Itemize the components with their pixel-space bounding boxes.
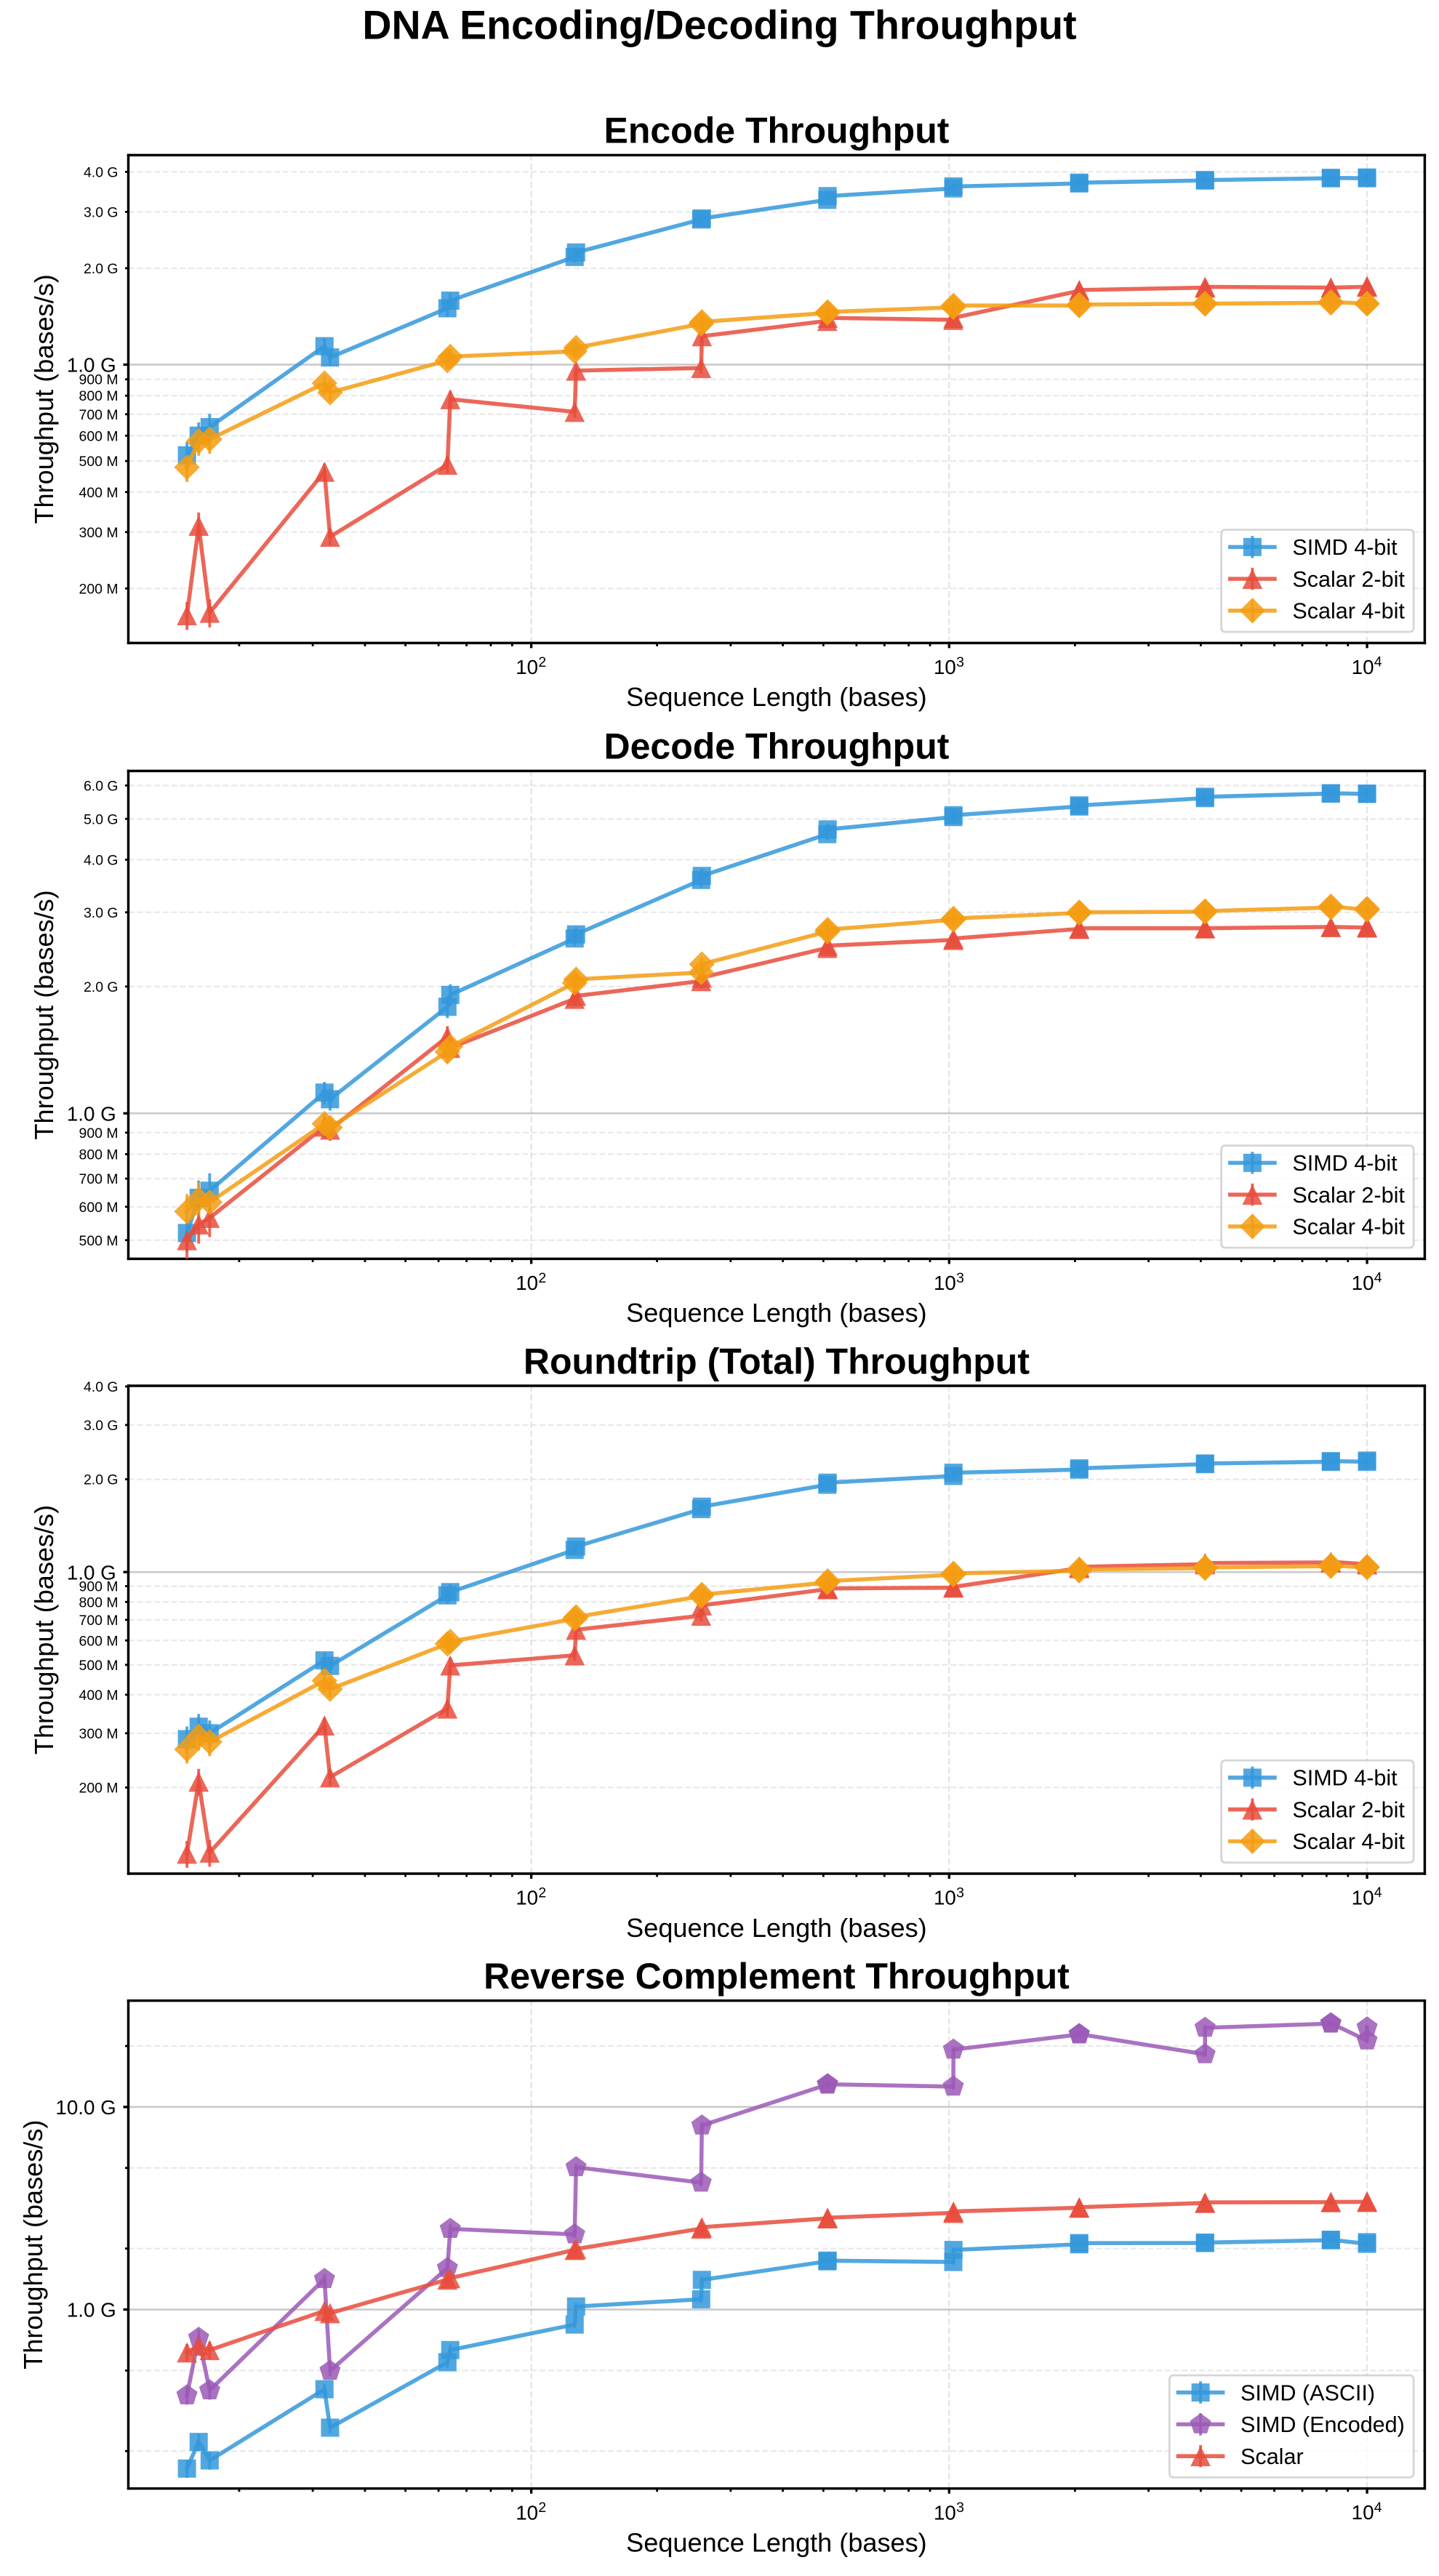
svg-text:1.0 G: 1.0 G — [67, 354, 116, 377]
svg-text:700 M: 700 M — [79, 1171, 119, 1187]
svg-text:800 M: 800 M — [79, 1147, 119, 1163]
svg-text:Sequence Length (bases): Sequence Length (bases) — [626, 2528, 927, 2558]
svg-text:Throughput (bases/s): Throughput (bases/s) — [18, 2120, 48, 2370]
svg-text:Scalar 2-bit: Scalar 2-bit — [1292, 567, 1405, 592]
svg-text:Sequence Length (bases): Sequence Length (bases) — [626, 1913, 927, 1943]
svg-text:Encode Throughput: Encode Throughput — [604, 111, 949, 151]
svg-text:200 M: 200 M — [79, 581, 119, 597]
svg-text:4.0 G: 4.0 G — [84, 164, 119, 180]
svg-text:4.0 G: 4.0 G — [84, 852, 119, 868]
svg-text:500 M: 500 M — [79, 1233, 119, 1249]
svg-text:Scalar 4-bit: Scalar 4-bit — [1292, 1215, 1405, 1240]
svg-text:1 0 4: 1 0 4 — [1352, 1261, 1383, 1297]
svg-text:Roundtrip (Total) Throughput: Roundtrip (Total) Throughput — [524, 1341, 1030, 1381]
svg-text:1 0 3: 1 0 3 — [934, 2491, 965, 2527]
svg-text:800 M: 800 M — [79, 388, 119, 404]
svg-text:300 M: 300 M — [79, 525, 119, 541]
svg-text:Throughput (bases/s): Throughput (bases/s) — [29, 890, 59, 1139]
svg-text:Decode Throughput: Decode Throughput — [604, 726, 949, 767]
svg-text:SIMD (Encoded): SIMD (Encoded) — [1240, 2412, 1405, 2437]
svg-text:600 M: 600 M — [79, 1200, 119, 1216]
svg-text:1 0 2: 1 0 2 — [516, 1877, 547, 1912]
svg-text:DNA Encoding/Decoding Throughp: DNA Encoding/Decoding Throughput — [362, 2, 1076, 47]
svg-text:200 M: 200 M — [79, 1781, 119, 1797]
svg-text:Scalar 4-bit: Scalar 4-bit — [1292, 599, 1405, 624]
svg-text:1.0 G: 1.0 G — [67, 1561, 116, 1584]
svg-text:600 M: 600 M — [79, 1633, 119, 1649]
svg-text:1 0 2: 1 0 2 — [516, 2491, 547, 2527]
svg-text:1 0 3: 1 0 3 — [934, 1261, 965, 1297]
svg-text:SIMD (ASCII): SIMD (ASCII) — [1240, 2380, 1375, 2405]
svg-text:2.0 G: 2.0 G — [84, 261, 119, 277]
svg-text:SIMD 4-bit: SIMD 4-bit — [1292, 1766, 1398, 1791]
svg-text:3.0 G: 3.0 G — [84, 1418, 119, 1434]
svg-text:10.0 G: 10.0 G — [55, 2096, 116, 2119]
svg-text:3.0 G: 3.0 G — [84, 905, 119, 921]
svg-text:600 M: 600 M — [79, 428, 119, 444]
svg-text:5.0 G: 5.0 G — [84, 811, 119, 827]
svg-text:1 0 4: 1 0 4 — [1352, 1876, 1383, 1911]
svg-text:1 0 4: 1 0 4 — [1352, 2491, 1383, 2527]
svg-text:400 M: 400 M — [79, 1688, 119, 1704]
svg-text:1 0 2: 1 0 2 — [516, 1261, 547, 1297]
svg-text:1 0 3: 1 0 3 — [934, 646, 965, 681]
svg-text:300 M: 300 M — [79, 1726, 119, 1742]
svg-text:2.0 G: 2.0 G — [84, 1472, 119, 1488]
svg-text:Scalar 2-bit: Scalar 2-bit — [1292, 1797, 1405, 1822]
svg-text:SIMD 4-bit: SIMD 4-bit — [1292, 535, 1398, 560]
svg-text:Scalar: Scalar — [1240, 2444, 1304, 2469]
svg-text:700 M: 700 M — [79, 407, 119, 423]
svg-text:Reverse Complement Throughput: Reverse Complement Throughput — [484, 1956, 1070, 1997]
svg-text:Sequence Length (bases): Sequence Length (bases) — [626, 682, 927, 712]
svg-text:1 0 3: 1 0 3 — [934, 1877, 965, 1912]
svg-text:1 0 2: 1 0 2 — [516, 646, 547, 681]
svg-text:2.0 G: 2.0 G — [84, 979, 119, 995]
svg-text:Throughput (bases/s): Throughput (bases/s) — [29, 274, 59, 523]
svg-text:3.0 G: 3.0 G — [84, 204, 119, 220]
svg-text:500 M: 500 M — [79, 454, 119, 470]
svg-text:400 M: 400 M — [79, 485, 119, 501]
svg-text:SIMD 4-bit: SIMD 4-bit — [1292, 1151, 1398, 1176]
svg-text:900 M: 900 M — [79, 372, 119, 388]
svg-text:900 M: 900 M — [79, 1126, 119, 1141]
svg-text:800 M: 800 M — [79, 1594, 119, 1610]
svg-text:4.0 G: 4.0 G — [84, 1379, 119, 1395]
svg-text:Sequence Length (bases): Sequence Length (bases) — [626, 1298, 927, 1328]
svg-text:Scalar 4-bit: Scalar 4-bit — [1292, 1829, 1405, 1854]
svg-text:700 M: 700 M — [79, 1613, 119, 1629]
svg-text:1.0 G: 1.0 G — [67, 1102, 116, 1125]
svg-text:500 M: 500 M — [79, 1658, 119, 1674]
svg-text:Scalar 2-bit: Scalar 2-bit — [1292, 1183, 1405, 1208]
svg-text:1 0 4: 1 0 4 — [1352, 646, 1383, 681]
svg-text:900 M: 900 M — [79, 1579, 119, 1595]
svg-text:Throughput (bases/s): Throughput (bases/s) — [29, 1505, 59, 1754]
svg-text:1.0 G: 1.0 G — [67, 2299, 116, 2322]
svg-text:6.0 G: 6.0 G — [84, 778, 119, 794]
